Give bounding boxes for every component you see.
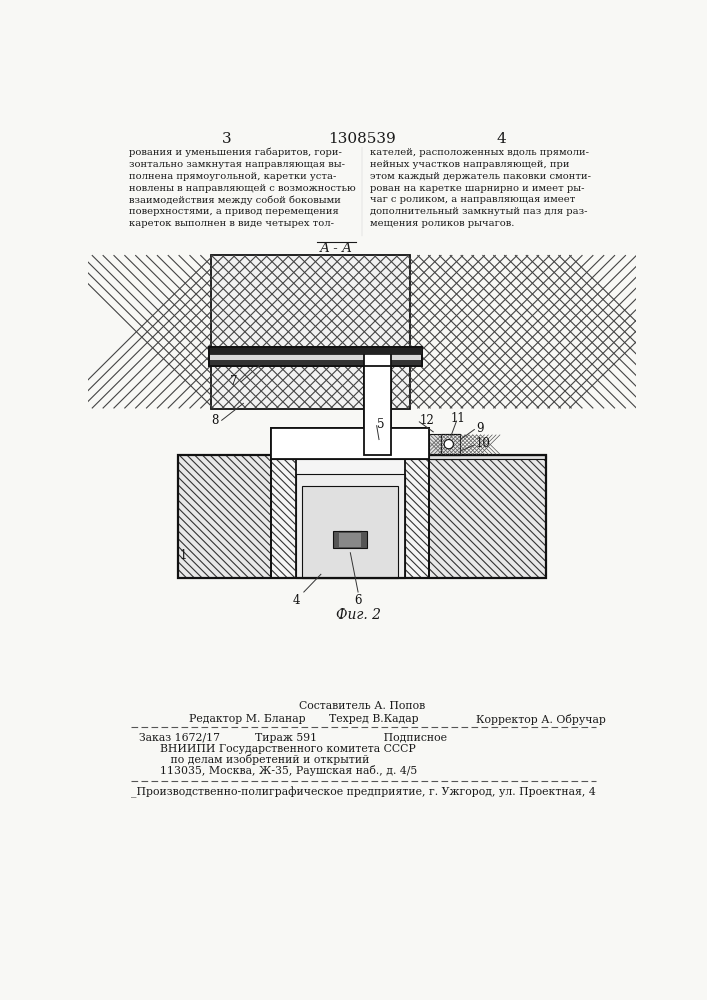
Text: 4: 4	[292, 594, 300, 607]
Bar	[209, 347, 421, 366]
Bar	[429, 455, 546, 459]
Bar	[429, 455, 546, 578]
Bar	[177, 455, 271, 578]
Bar	[363, 347, 391, 455]
Text: мещения роликов рычагов.: мещения роликов рычагов.	[370, 219, 514, 228]
Bar	[177, 455, 271, 578]
Bar	[333, 531, 368, 548]
Text: рования и уменьшения габаритов, гори-: рования и уменьшения габаритов, гори-	[129, 148, 341, 157]
Text: Фиг. 2: Фиг. 2	[337, 608, 381, 622]
Bar	[271, 428, 429, 459]
Text: 8: 8	[211, 414, 218, 427]
Bar	[209, 347, 421, 366]
Bar	[441, 434, 460, 455]
Bar	[177, 455, 546, 578]
Text: 1: 1	[180, 549, 187, 562]
Text: кателей, расположенных вдоль прямоли-: кателей, расположенных вдоль прямоли-	[370, 148, 589, 157]
Text: 10: 10	[476, 437, 491, 450]
Bar	[404, 455, 429, 578]
Text: _Производственно-полиграфическое предприятие, г. Ужгород, ул. Проектная, 4: _Производственно-полиграфическое предпри…	[131, 787, 596, 798]
Bar	[177, 455, 546, 578]
Text: 1308539: 1308539	[328, 132, 396, 146]
Bar	[211, 255, 410, 409]
Text: по делам изобретений и открытий: по делам изобретений и открытий	[139, 754, 369, 765]
Text: кареток выполнен в виде четырех тол-: кареток выполнен в виде четырех тол-	[129, 219, 334, 228]
Text: чаг с роликом, а направляющая имеет: чаг с роликом, а направляющая имеет	[370, 195, 575, 204]
Text: Составитель А. Попов: Составитель А. Попов	[299, 701, 425, 711]
Text: взаимодействия между собой боковыми: взаимодействия между собой боковыми	[129, 195, 341, 205]
Text: новлены в направляющей с возможностью: новлены в направляющей с возможностью	[129, 184, 356, 193]
Text: Редактор М. Бланар: Редактор М. Бланар	[189, 714, 305, 724]
Text: 3: 3	[221, 132, 231, 146]
Bar	[303, 486, 398, 578]
Bar	[363, 347, 391, 455]
Bar	[209, 347, 421, 354]
Text: дополнительный замкнутый паз для раз-: дополнительный замкнутый паз для раз-	[370, 207, 588, 216]
Bar	[209, 360, 421, 366]
Circle shape	[444, 440, 453, 449]
Bar	[271, 428, 429, 459]
Bar	[296, 474, 404, 578]
Text: 4: 4	[496, 132, 506, 146]
Bar	[271, 455, 296, 578]
Text: Техред В.Кадар: Техред В.Кадар	[329, 714, 419, 724]
Text: 11: 11	[451, 412, 466, 425]
Bar	[271, 455, 429, 459]
Text: ВНИИПИ Государственного комитета СССР: ВНИИПИ Государственного комитета СССР	[139, 744, 416, 754]
Text: 6: 6	[354, 594, 362, 607]
Text: 113035, Москва, Ж-35, Раушская наб., д. 4/5: 113035, Москва, Ж-35, Раушская наб., д. …	[139, 765, 417, 776]
Text: этом каждый держатель паковки смонти-: этом каждый держатель паковки смонти-	[370, 172, 591, 181]
Text: зонтально замкнутая направляющая вы-: зонтально замкнутая направляющая вы-	[129, 160, 345, 169]
Text: полнена прямоугольной, каретки уста-: полнена прямоугольной, каретки уста-	[129, 172, 336, 181]
Bar	[339, 533, 361, 547]
Bar	[429, 455, 546, 578]
Text: 7: 7	[230, 375, 238, 388]
Bar	[271, 455, 429, 578]
Text: рован на каретке шарнирно и имеет ры-: рован на каретке шарнирно и имеет ры-	[370, 184, 584, 193]
Text: 9: 9	[476, 422, 484, 434]
Text: Корректор А. Обручар: Корректор А. Обручар	[476, 714, 606, 725]
Text: А - А: А - А	[320, 242, 353, 255]
Bar	[429, 434, 460, 459]
Text: 12: 12	[420, 414, 435, 427]
Text: поверхностями, а привод перемещения: поверхностями, а привод перемещения	[129, 207, 339, 216]
Text: нейных участков направляющей, при: нейных участков направляющей, при	[370, 160, 569, 169]
Text: 5: 5	[378, 418, 385, 431]
Text: Заказ 1672/17          Тираж 591                   Подписное: Заказ 1672/17 Тираж 591 Подписное	[139, 733, 447, 743]
